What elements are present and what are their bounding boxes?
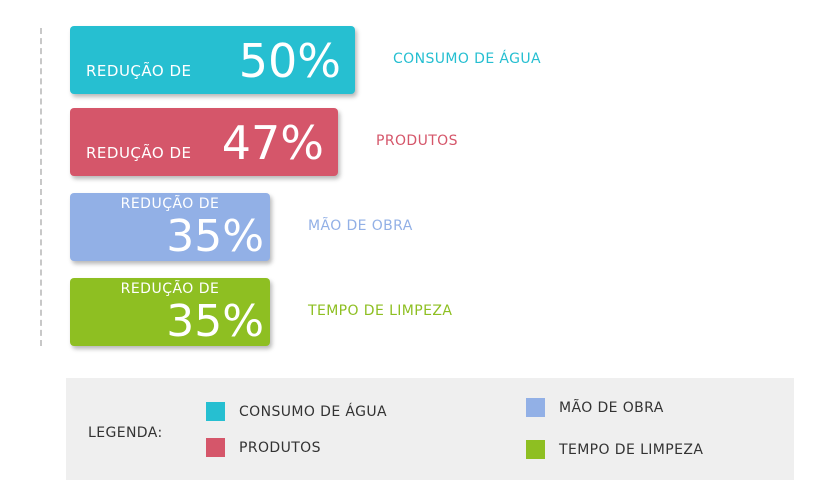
legend-label: PRODUTOS — [239, 439, 321, 456]
bar-2: REDUÇÃO DE 47% — [70, 108, 338, 176]
bar-value-label: 47% — [221, 116, 324, 170]
bar-prefix-label: REDUÇÃO DE — [120, 196, 220, 212]
category-label: PRODUTOS — [376, 133, 458, 149]
legend-swatch — [206, 402, 225, 421]
bar-3: REDUÇÃO DE 35% — [70, 193, 270, 261]
category-label: MÃO DE OBRA — [308, 218, 413, 234]
legend-label: TEMPO DE LIMPEZA — [559, 441, 704, 458]
legend-title: LEGENDA: — [88, 425, 163, 441]
bar-prefix-label: REDUÇÃO DE — [86, 62, 192, 80]
chart-baseline — [40, 28, 42, 346]
bar-4: REDUÇÃO DE 35% — [70, 278, 270, 346]
category-label: CONSUMO DE ÁGUA — [393, 51, 542, 67]
legend-label: CONSUMO DE ÁGUA — [239, 403, 388, 420]
legend-item: CONSUMO DE ÁGUA — [206, 402, 387, 421]
legend-swatch — [206, 438, 225, 457]
bar-value-label: 35% — [166, 211, 264, 261]
category-label: TEMPO DE LIMPEZA — [308, 303, 453, 319]
legend-item: TEMPO DE LIMPEZA — [526, 440, 703, 459]
bar-value-label: 35% — [166, 296, 264, 346]
legend-item: MÃO DE OBRA — [526, 398, 664, 417]
bar-prefix-label: REDUÇÃO DE — [120, 281, 220, 297]
bar-prefix-label: REDUÇÃO DE — [86, 144, 192, 162]
legend: LEGENDA: CONSUMO DE ÁGUA MÃO DE OBRA PRODU… — [66, 378, 794, 480]
bar-value-label: 50% — [238, 34, 341, 88]
bar-1: REDUÇÃO DE 50% — [70, 26, 355, 94]
legend-swatch — [526, 440, 545, 459]
legend-item: PRODUTOS — [206, 438, 321, 457]
legend-swatch — [526, 398, 545, 417]
legend-label: MÃO DE OBRA — [559, 399, 664, 416]
